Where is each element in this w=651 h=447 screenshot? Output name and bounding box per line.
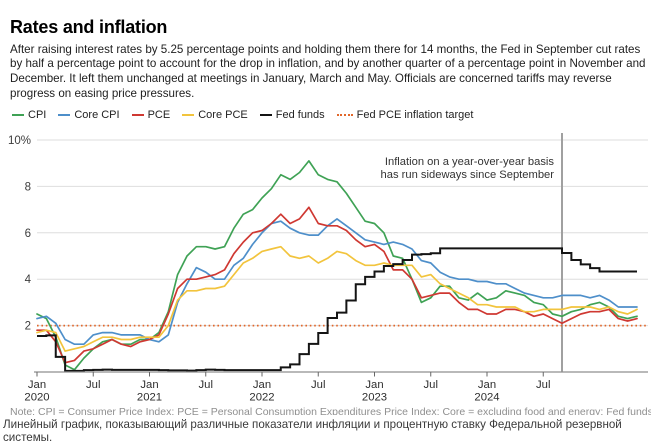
legend-swatch-cpi bbox=[12, 113, 24, 117]
legend-item-core-pce: Core PCE bbox=[182, 109, 248, 121]
x-tick-label: Jan bbox=[253, 379, 271, 391]
x-tick-label: Jan bbox=[140, 379, 158, 391]
legend-label: Fed funds bbox=[275, 109, 325, 121]
x-tick-label: Jul bbox=[424, 379, 438, 391]
x-tick-label: Jan bbox=[365, 379, 383, 391]
legend: CPI Core CPI PCE Core PCE Fed funds Fed PCE i… bbox=[12, 109, 473, 121]
y-tick-label: 2 bbox=[25, 321, 31, 333]
legend-swatch-fed-target bbox=[336, 114, 353, 116]
legend-label: Core PCE bbox=[198, 109, 248, 121]
footnote: Note: CPI = Consumer Price Index; PCE = … bbox=[10, 406, 651, 415]
legend-swatch-core-cpi bbox=[58, 113, 71, 117]
y-tick-label: 8 bbox=[25, 181, 31, 193]
x-tick-year: 2023 bbox=[362, 392, 387, 404]
legend-item-core-cpi: Core CPI bbox=[58, 109, 120, 121]
y-tick-label: 4 bbox=[25, 274, 32, 286]
y-tick-label: 6 bbox=[25, 228, 31, 240]
annotation-line1: Inflation on a year-over-year basis bbox=[385, 156, 555, 168]
legend-label: PCE bbox=[147, 109, 171, 121]
footnote-text: Note: CPI = Consumer Price Index; PCE = … bbox=[10, 406, 651, 415]
legend-item-fed-target: Fed PCE inflation target bbox=[336, 109, 474, 121]
y-tick-label: 10% bbox=[8, 135, 31, 147]
legend-swatch-core-pce bbox=[182, 113, 195, 117]
chart: 2 4 6 8 10% Jan 2020 Jul Jan 2021 Jul Jan 2022 Jul Jan… bbox=[0, 128, 651, 405]
legend-label: CPI bbox=[28, 109, 47, 121]
annotation-line2: has run sideways since September bbox=[381, 169, 555, 181]
series-line-pce bbox=[36, 206, 638, 364]
legend-swatch-fed-funds bbox=[259, 113, 272, 117]
legend-item-pce: PCE bbox=[131, 109, 171, 121]
x-tick-label: Jan bbox=[28, 379, 46, 391]
x-tick-year: 2024 bbox=[474, 392, 499, 404]
legend-label: Fed PCE inflation target bbox=[356, 109, 474, 121]
x-tick-label: Jan bbox=[478, 379, 496, 391]
x-tick-label: Jul bbox=[86, 379, 100, 391]
x-tick-year: 2021 bbox=[137, 392, 162, 404]
y-gridlines: 2 4 6 8 10% bbox=[8, 135, 648, 333]
series-line-core-pce bbox=[36, 245, 638, 352]
page-title: Rates and inflation bbox=[10, 17, 168, 38]
legend-swatch-pce bbox=[131, 113, 144, 117]
series-line-core-cpi bbox=[36, 218, 638, 346]
x-tick-year: 2020 bbox=[24, 392, 49, 404]
legend-label: Core CPI bbox=[74, 109, 120, 121]
x-tick-label: Jul bbox=[311, 379, 325, 391]
x-tick-label: Jul bbox=[199, 379, 213, 391]
series-line-fed-funds bbox=[37, 247, 637, 372]
chart-description: After raising interest rates by 5.25 per… bbox=[10, 42, 646, 100]
legend-item-fed-funds: Fed funds bbox=[259, 109, 325, 121]
alt-caption: Линейный график, показывающий различные … bbox=[3, 418, 622, 444]
x-tick-label: Jul bbox=[536, 379, 550, 391]
series-line-cpi bbox=[36, 160, 638, 371]
x-tick-year: 2022 bbox=[249, 392, 274, 404]
legend-item-cpi: CPI bbox=[12, 109, 46, 121]
